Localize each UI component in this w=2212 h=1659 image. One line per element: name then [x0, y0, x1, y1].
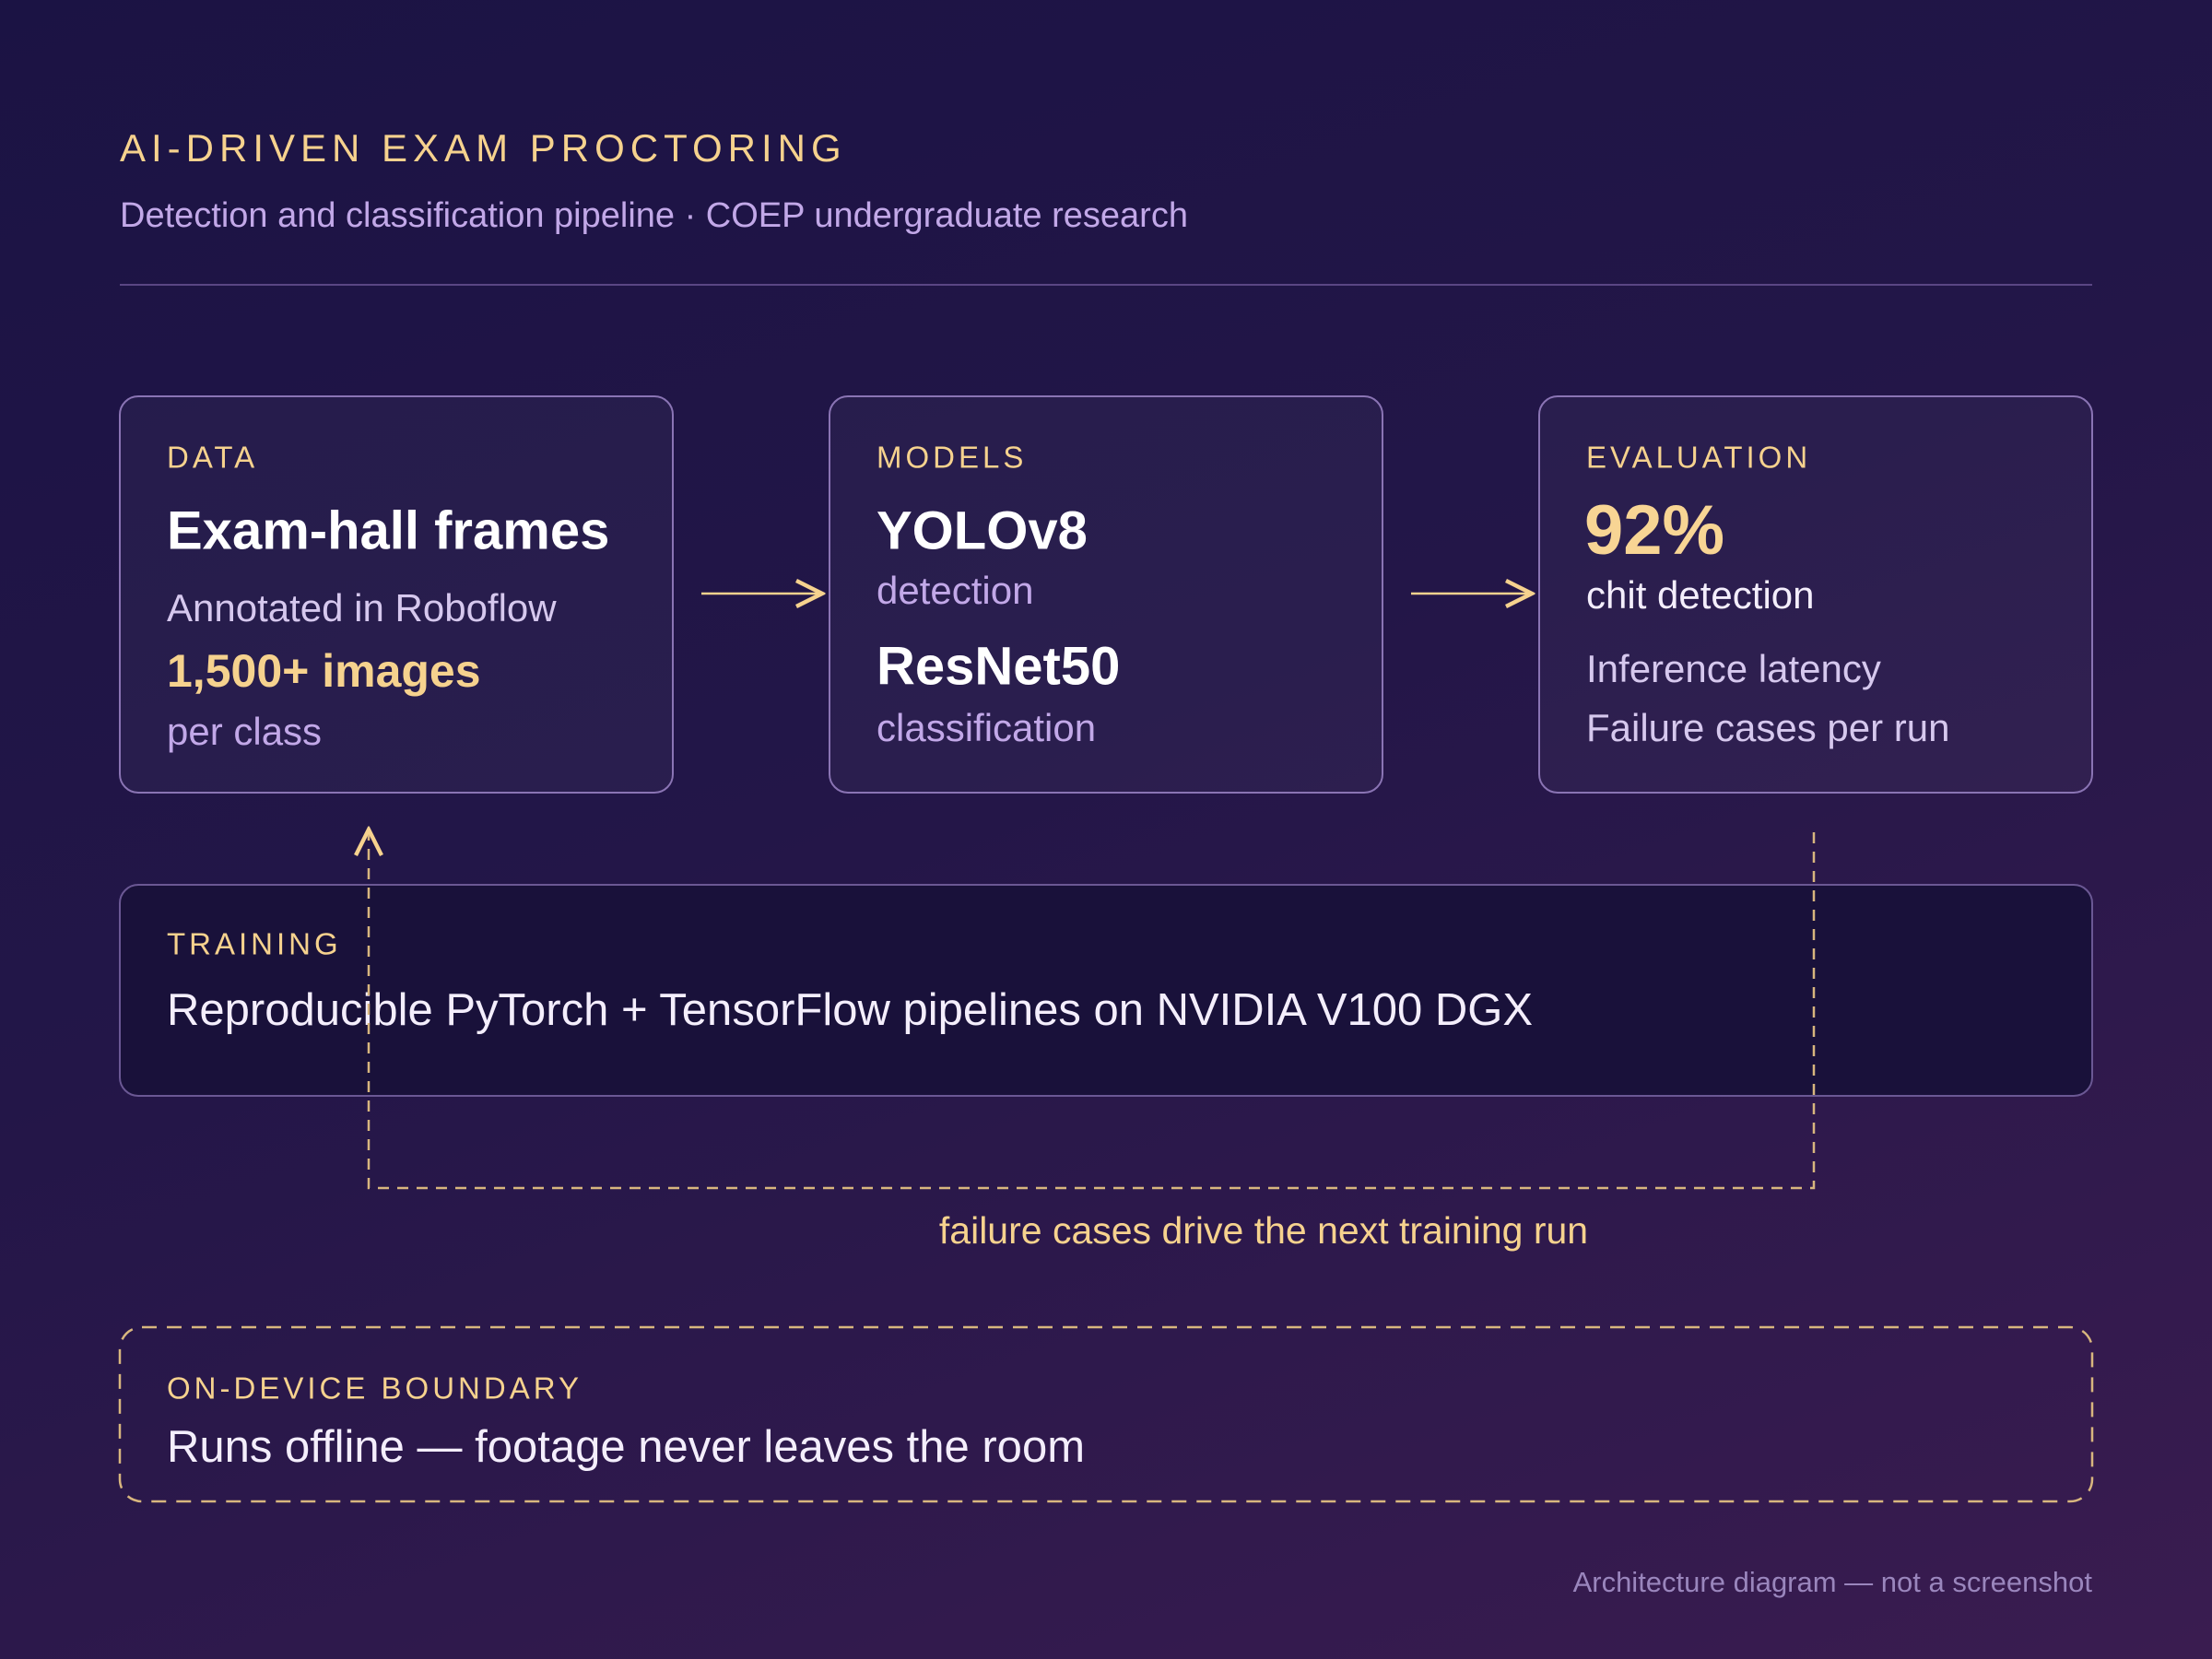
feedback-loop [369, 830, 1816, 1190]
feedback-caption: failure cases drive the next training ru… [939, 1209, 1588, 1252]
training-label: TRAINING [167, 927, 342, 961]
node-label: DATA [167, 441, 258, 475]
eval-line: Inference latency [1586, 647, 1881, 690]
boundary-label: ON-DEVICE BOUNDARY [167, 1371, 582, 1406]
model-role: classification [877, 706, 1096, 749]
subtitle: Detection and classification pipeline · … [120, 196, 1188, 235]
model-name: YOLOv8 [877, 500, 1088, 560]
model-name: ResNet50 [877, 636, 1120, 696]
model-role: detection [877, 569, 1033, 612]
node-note: per class [167, 710, 322, 753]
boundary-box [118, 1325, 2094, 1503]
node-subtitle: Annotated in Roboflow [167, 586, 557, 629]
node-title: Exam-hall frames [167, 500, 609, 560]
eval-line: Failure cases per run [1586, 706, 1950, 749]
training-box [119, 884, 2093, 1097]
footer: Architecture diagram — not a screenshot [1573, 1566, 2093, 1598]
node-highlight: 1,500+ images [167, 645, 481, 697]
title: AI-DRIVEN EXAM PROCTORING [120, 126, 847, 170]
metric-label: chit detection [1586, 573, 1815, 617]
models-node [829, 395, 1383, 794]
node-label: MODELS [877, 441, 1027, 475]
node-label: EVALUATION [1586, 441, 1811, 475]
training-text: Reproducible PyTorch + TensorFlow pipeli… [167, 985, 1533, 1035]
boundary-text: Runs offline — footage never leaves the … [167, 1422, 1085, 1472]
metric: 92% [1584, 491, 1724, 570]
evaluation-node [1538, 395, 2093, 794]
data-node [119, 395, 674, 794]
